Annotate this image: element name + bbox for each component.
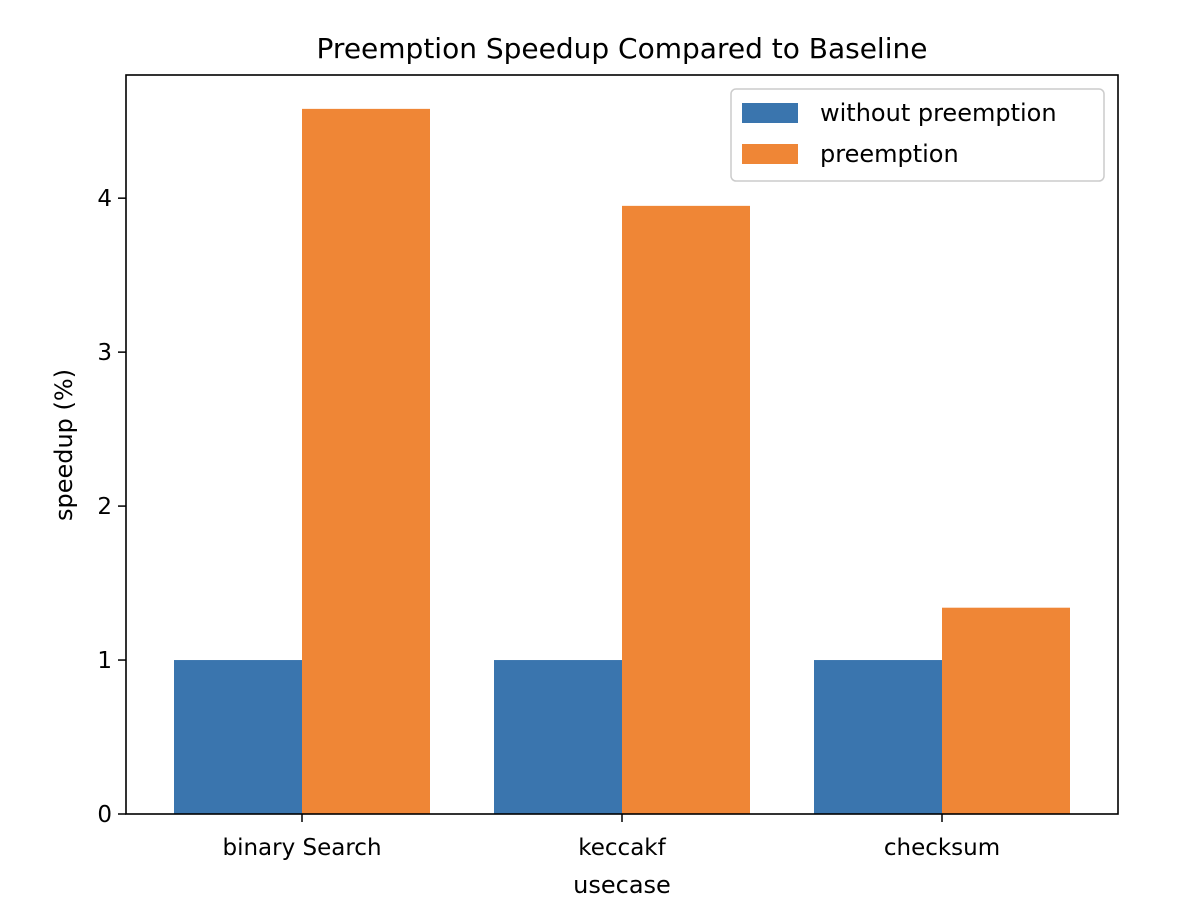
x-tick-label-binary-search: binary Search — [222, 835, 381, 861]
bar-without-preemption-checksum — [814, 660, 942, 814]
legend-label-without-preemption: without preemption — [820, 99, 1057, 127]
plot-frame — [125, 74, 1119, 815]
bar-preemption-keccakf — [622, 205, 750, 815]
legend: without preemption preemption — [730, 88, 1105, 182]
y-axis-label: speedup (%) — [50, 369, 78, 521]
bar-without-preemption-binary-search — [174, 660, 302, 814]
chart-title: Preemption Speedup Compared to Baseline — [317, 32, 928, 65]
y-tick-label-2: 2 — [97, 494, 112, 520]
x-axis-label: usecase — [573, 871, 671, 899]
bar-without-preemption-keccakf — [494, 660, 622, 814]
y-tick-label-1: 1 — [97, 648, 112, 674]
x-ticks-group: binary Search keccakf checksum — [222, 814, 1000, 861]
x-tick-label-keccakf: keccakf — [578, 835, 666, 861]
bar-preemption-binary-search — [302, 108, 430, 815]
legend-swatch-without-preemption — [742, 103, 798, 123]
y-tick-label-4: 4 — [97, 186, 112, 212]
x-tick-label-checksum: checksum — [884, 835, 1000, 861]
y-tick-label-0: 0 — [97, 802, 112, 828]
y-tick-label-3: 3 — [97, 340, 112, 366]
bars-group — [174, 108, 1070, 815]
bar-preemption-checksum — [942, 607, 1070, 814]
legend-swatch-preemption — [742, 144, 798, 164]
y-ticks-group: 0 1 2 3 4 — [97, 186, 126, 828]
legend-box — [730, 88, 1105, 182]
legend-label-preemption: preemption — [820, 140, 959, 168]
